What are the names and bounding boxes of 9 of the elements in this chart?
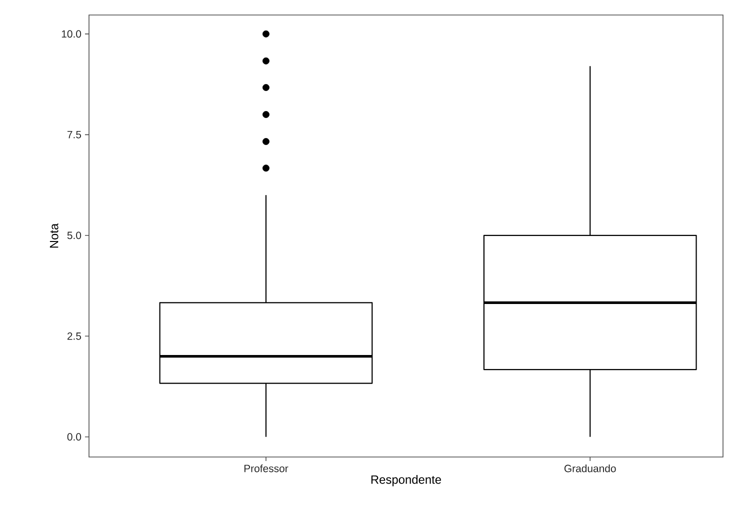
y-tick-label: 0.0 xyxy=(67,433,82,441)
y-tick-label: 2.5 xyxy=(67,332,82,340)
x-tick-label: Professor xyxy=(244,464,288,472)
y-axis-title: Nota xyxy=(50,223,58,248)
y-tick-label: 5.0 xyxy=(67,232,82,240)
x-axis-title: Respondente xyxy=(371,475,442,486)
y-tick-label: 7.5 xyxy=(67,131,82,138)
x-tick-label: Graduando xyxy=(564,464,616,472)
y-tick-label: 10.0 xyxy=(62,30,82,38)
